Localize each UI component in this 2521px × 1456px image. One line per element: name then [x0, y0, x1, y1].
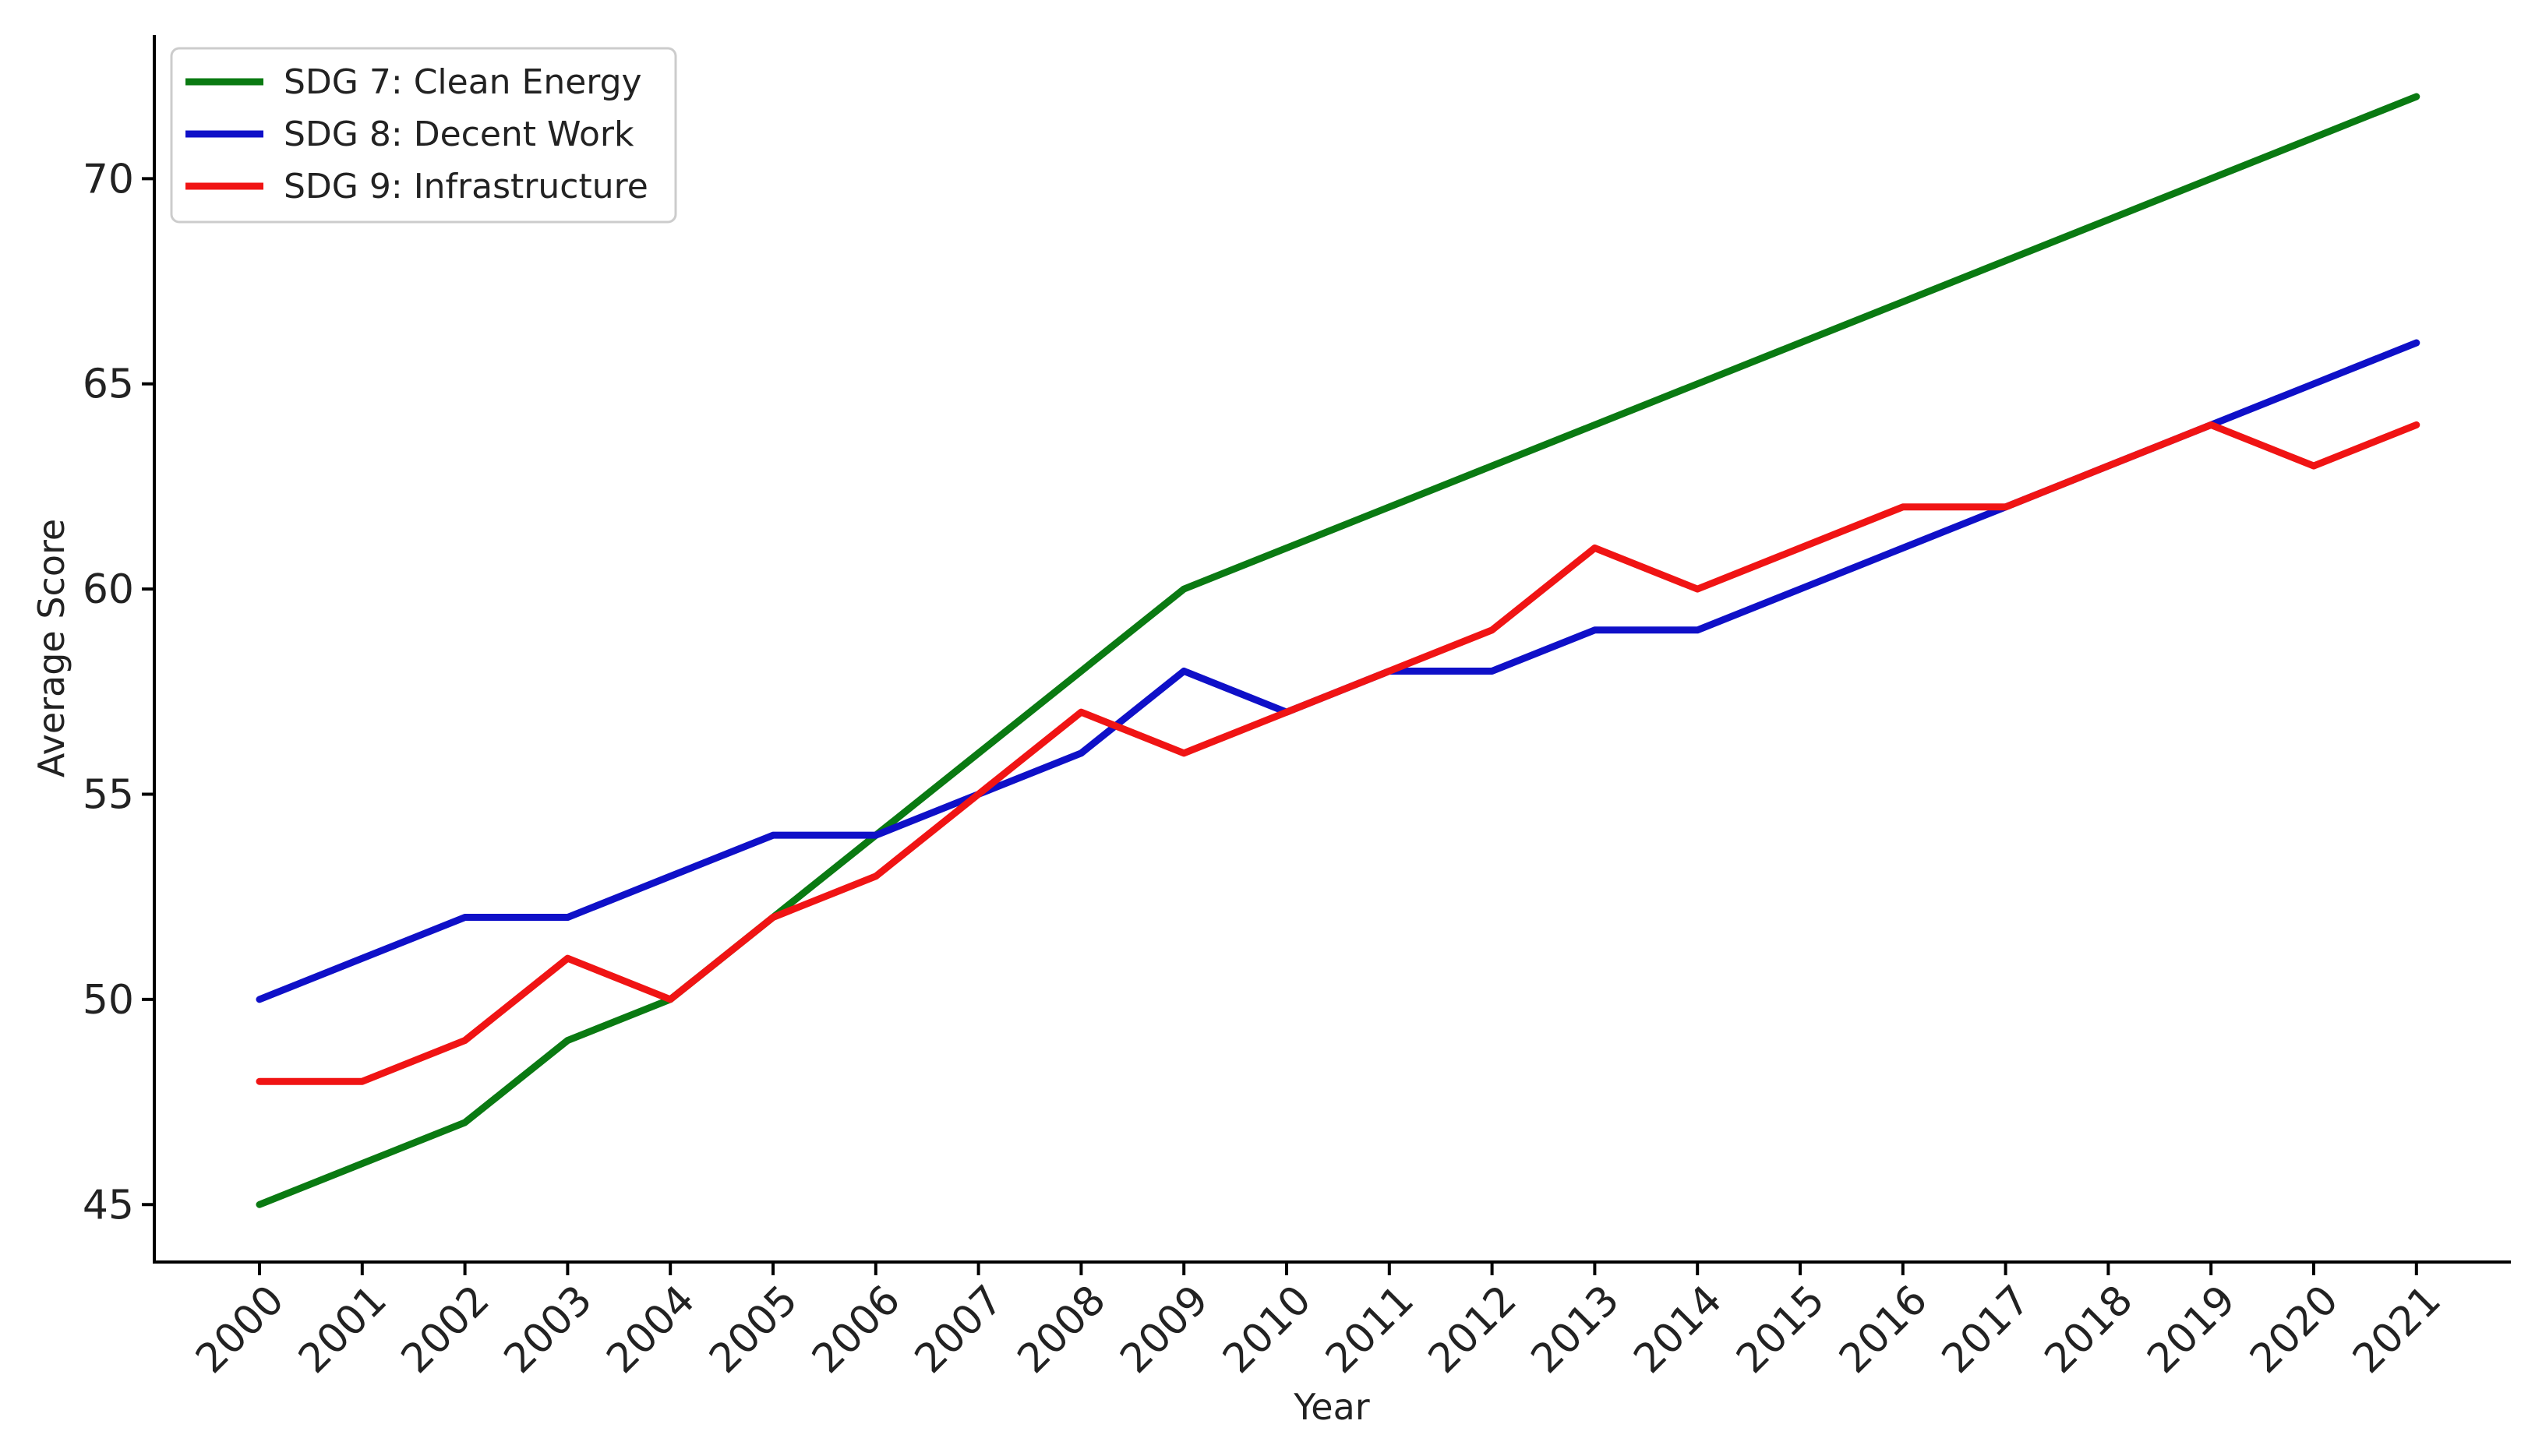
legend-label-1: SDG 7: Clean Energy — [284, 62, 642, 102]
legend-label-3: SDG 9: Infrastructure — [284, 167, 648, 206]
series-lines — [256, 93, 2420, 1208]
legend-label-2: SDG 8: Decent Work — [284, 115, 634, 154]
y-axis-label: Average Score — [30, 519, 72, 777]
x-tick-label: 2017 — [1933, 1277, 2039, 1383]
y-tick-label: 70 — [83, 156, 134, 203]
x-tick-label: 2011 — [1317, 1277, 1423, 1383]
x-tick-label: 2003 — [496, 1277, 602, 1383]
x-tick-label: 2013 — [1523, 1277, 1629, 1383]
x-tick-label: 2020 — [2241, 1277, 2347, 1383]
x-tick-label: 2012 — [1420, 1277, 1526, 1383]
x-tick-label: 2004 — [598, 1277, 704, 1383]
x-tick-label: 2019 — [2138, 1277, 2244, 1383]
x-tick-label: 2008 — [1009, 1277, 1115, 1383]
x-tick-label: 2000 — [187, 1277, 293, 1383]
x-tick-label: 2021 — [2344, 1277, 2450, 1383]
x-ticks: 2000200120022003200420052006200720082009… — [187, 1262, 2450, 1383]
x-tick-label: 2005 — [701, 1277, 807, 1383]
y-tick-label: 55 — [83, 771, 134, 818]
x-tick-label: 2009 — [1111, 1277, 1217, 1383]
series-line-3 — [256, 421, 2420, 1085]
axes — [153, 35, 2511, 1264]
y-tick-label: 45 — [83, 1182, 134, 1229]
x-axis-label: Year — [1293, 1386, 1369, 1428]
x-tick-label: 2001 — [290, 1277, 396, 1383]
x-tick-label: 2016 — [1831, 1277, 1937, 1383]
y-ticks: 45 50 55 60 65 70 — [83, 156, 154, 1229]
x-tick-label: 2010 — [1214, 1277, 1320, 1383]
legend: SDG 7: Clean Energy SDG 8: Decent Work SDG… — [170, 47, 677, 224]
x-tick-label: 2002 — [393, 1277, 499, 1383]
x-tick-label: 2014 — [1625, 1277, 1731, 1383]
y-tick-label: 60 — [83, 566, 134, 613]
y-tick-label: 65 — [83, 361, 134, 408]
legend-box — [170, 47, 677, 224]
x-tick-label: 2006 — [803, 1277, 909, 1383]
x-tick-label: 2018 — [2036, 1277, 2142, 1383]
x-tick-label: 2015 — [1728, 1277, 1834, 1383]
x-tick-label: 2007 — [906, 1277, 1012, 1383]
y-tick-label: 50 — [83, 977, 134, 1024]
series-line-1 — [256, 93, 2420, 1208]
series-line-2 — [256, 339, 2420, 1003]
